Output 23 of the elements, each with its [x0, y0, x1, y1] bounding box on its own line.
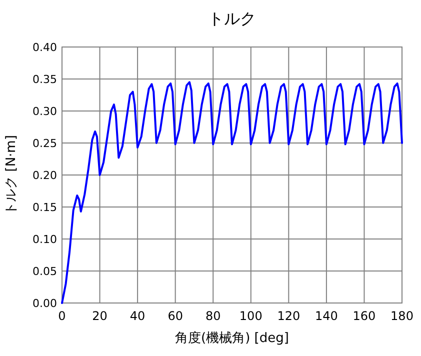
y-tick-label: 0.20 — [32, 169, 57, 182]
y-tick-label: 0.35 — [32, 73, 57, 86]
line-series — [61, 81, 403, 304]
y-tick-label: 0.40 — [32, 41, 57, 54]
y-tick-label: 0.15 — [32, 201, 57, 214]
x-tick-label: 60 — [168, 309, 183, 323]
y-tick-label: 0.00 — [32, 297, 57, 310]
y-tick-label: 0.30 — [32, 105, 57, 118]
y-tick-label: 0.25 — [32, 137, 57, 150]
x-tick-label: 0 — [58, 309, 66, 323]
y-tick-label: 0.10 — [32, 233, 57, 246]
x-tick-label: 80 — [205, 309, 221, 323]
x-tick-label: 160 — [352, 309, 376, 323]
x-tick-label: 140 — [314, 309, 338, 323]
x-tick-label: 40 — [130, 309, 146, 323]
x-tick-label: 120 — [277, 309, 300, 323]
x-axis-title: 角度(機械角) [deg] — [175, 330, 289, 346]
y-axis-title: トルク [N·m] — [4, 135, 19, 215]
y-tick-label: 0.05 — [32, 265, 57, 278]
x-tick-label: 20 — [92, 309, 108, 323]
x-tick-label: 180 — [390, 309, 414, 323]
chart-title: トルク — [208, 9, 256, 28]
x-tick-label: 100 — [239, 309, 262, 323]
